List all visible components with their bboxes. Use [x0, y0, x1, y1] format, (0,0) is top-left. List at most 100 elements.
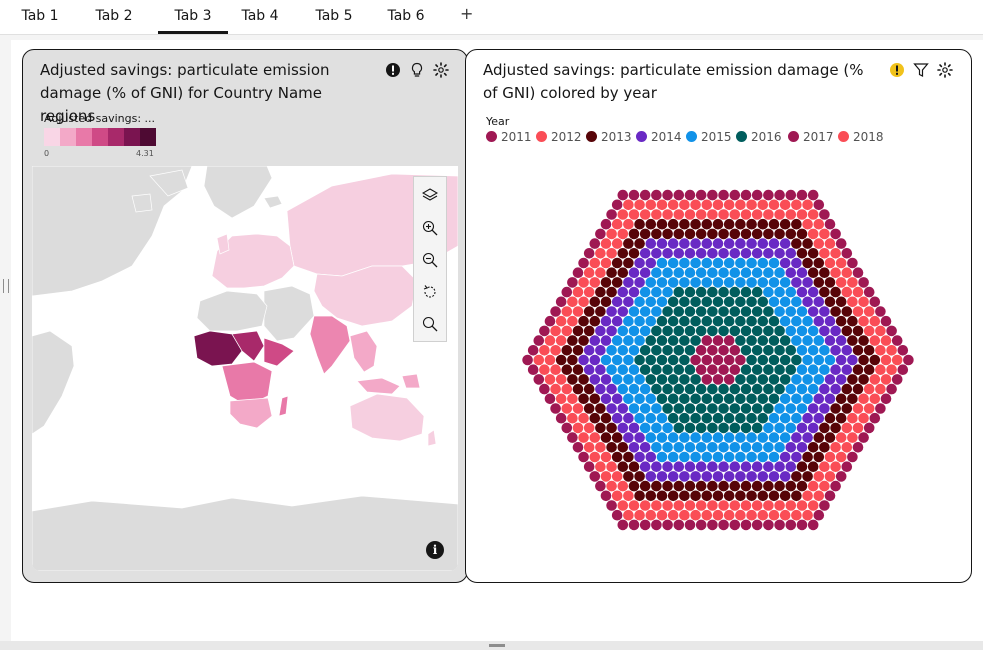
bubble[interactable]: [583, 325, 595, 337]
bubble[interactable]: [740, 480, 752, 492]
bubble[interactable]: [740, 189, 752, 201]
bubble[interactable]: [673, 364, 685, 375]
bubble[interactable]: [679, 374, 690, 385]
bubble[interactable]: [634, 393, 645, 405]
bubble[interactable]: [740, 364, 752, 375]
lightbulb-icon[interactable]: [409, 62, 425, 78]
bubble[interactable]: [662, 248, 673, 259]
bubble[interactable]: [707, 306, 718, 317]
add-tab-button[interactable]: +: [460, 4, 474, 23]
bubble[interactable]: [589, 296, 601, 308]
bubble[interactable]: [651, 480, 662, 492]
bubble[interactable]: [555, 374, 567, 385]
bubble[interactable]: [830, 383, 841, 395]
bubble[interactable]: [707, 461, 718, 473]
bubble[interactable]: [567, 354, 578, 366]
bubble[interactable]: [656, 490, 668, 502]
bubble[interactable]: [583, 422, 595, 434]
bubble[interactable]: [645, 490, 657, 502]
bubble[interactable]: [791, 238, 802, 249]
bubble[interactable]: [813, 393, 825, 405]
bubble[interactable]: [802, 315, 813, 327]
bubble[interactable]: [567, 277, 578, 288]
bubble[interactable]: [774, 519, 785, 531]
bubble[interactable]: [841, 461, 853, 473]
bubble[interactable]: [544, 393, 556, 405]
bubble[interactable]: [746, 490, 757, 502]
bubble[interactable]: [707, 325, 718, 337]
bubble[interactable]: [785, 442, 797, 453]
bubble[interactable]: [595, 442, 606, 453]
bubble[interactable]: [740, 325, 752, 337]
bubble[interactable]: [757, 374, 769, 385]
bubble[interactable]: [774, 189, 785, 201]
bubble[interactable]: [634, 432, 645, 443]
bubble[interactable]: [684, 248, 696, 259]
bubble[interactable]: [735, 412, 746, 424]
bubble[interactable]: [595, 364, 606, 375]
bubble[interactable]: [617, 209, 629, 220]
bubble[interactable]: [768, 315, 780, 327]
bubble[interactable]: [634, 374, 645, 385]
bubble[interactable]: [779, 509, 791, 521]
bubble[interactable]: [802, 238, 813, 249]
bubble[interactable]: [623, 257, 634, 269]
bubble[interactable]: [628, 306, 640, 317]
bubble[interactable]: [561, 383, 573, 395]
bubble[interactable]: [841, 442, 853, 453]
bubble[interactable]: [695, 403, 707, 414]
bubble[interactable]: [617, 286, 629, 298]
bubble[interactable]: [813, 471, 825, 482]
bubble[interactable]: [550, 306, 561, 317]
bubble[interactable]: [807, 422, 819, 434]
bubble[interactable]: [701, 412, 713, 424]
legend-item-2014[interactable]: 2014: [636, 130, 682, 146]
bubble[interactable]: [791, 335, 802, 346]
bubble[interactable]: [639, 519, 651, 531]
bubble[interactable]: [718, 461, 729, 473]
bubble[interactable]: [718, 325, 729, 337]
bubble[interactable]: [555, 315, 567, 327]
bubble[interactable]: [589, 238, 601, 249]
bubble[interactable]: [723, 490, 735, 502]
bubble[interactable]: [718, 500, 729, 511]
bubble[interactable]: [791, 490, 802, 502]
bubble[interactable]: [841, 345, 853, 356]
bubble[interactable]: [645, 277, 657, 288]
bubble[interactable]: [751, 422, 763, 434]
bubble[interactable]: [589, 432, 601, 443]
bubble[interactable]: [679, 238, 690, 249]
bubble[interactable]: [679, 354, 690, 366]
bubble[interactable]: [667, 374, 679, 385]
bubble[interactable]: [645, 412, 657, 424]
bubble[interactable]: [779, 335, 791, 346]
bubble[interactable]: [623, 335, 634, 346]
bubble[interactable]: [751, 500, 763, 511]
bubble[interactable]: [729, 286, 741, 298]
bubble[interactable]: [600, 218, 612, 230]
bubble[interactable]: [667, 199, 679, 211]
bubble[interactable]: [729, 519, 741, 531]
bubble[interactable]: [729, 189, 741, 201]
bubble[interactable]: [835, 277, 847, 288]
bubble[interactable]: [600, 490, 612, 502]
bubble[interactable]: [606, 403, 617, 414]
bubble[interactable]: [841, 325, 853, 337]
bubble[interactable]: [539, 345, 550, 356]
bubble[interactable]: [662, 422, 673, 434]
bubble[interactable]: [634, 315, 645, 327]
bubble[interactable]: [779, 218, 791, 230]
bubble[interactable]: [735, 393, 746, 405]
bubble[interactable]: [880, 374, 892, 385]
bubble[interactable]: [735, 471, 746, 482]
bubble[interactable]: [595, 248, 606, 259]
bubble[interactable]: [673, 442, 685, 453]
bubble[interactable]: [751, 228, 763, 240]
bubble[interactable]: [707, 286, 718, 298]
bubble[interactable]: [578, 412, 589, 424]
bubble[interactable]: [819, 267, 830, 278]
bubble[interactable]: [695, 209, 707, 220]
bubble[interactable]: [802, 471, 813, 482]
bubble[interactable]: [863, 286, 875, 298]
bubble[interactable]: [796, 519, 808, 531]
